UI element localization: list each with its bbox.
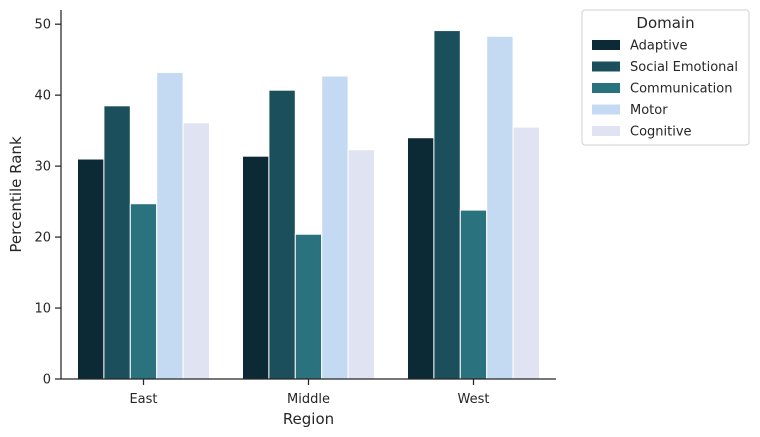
x-tick-label: Middle — [287, 392, 330, 407]
bar-social-emotional-east — [103, 105, 131, 380]
y-ticks: 0 10 20 30 40 50 — [34, 18, 61, 388]
legend-swatch-social-emotional — [592, 61, 620, 72]
y-tick-label: 0 — [43, 373, 51, 388]
bar-cognitive-east — [182, 122, 211, 380]
bar-communication-east — [129, 203, 158, 380]
y-tick-label: 40 — [34, 89, 51, 104]
bar-adaptive-east — [77, 158, 105, 380]
y-tick-label: 10 — [34, 302, 51, 317]
legend-label-adaptive: Adaptive — [630, 39, 688, 54]
y-tick-label: 20 — [34, 231, 51, 246]
bar-cognitive-west — [512, 126, 540, 380]
x-axis-label: Region — [283, 410, 334, 428]
x-tick-label: West — [458, 392, 490, 407]
bar-communication-west — [459, 209, 488, 380]
bar-adaptive-middle — [242, 155, 270, 380]
legend-label-motor: Motor — [630, 103, 668, 118]
legend-frame — [581, 9, 750, 146]
legend-swatch-adaptive — [592, 40, 620, 50]
y-tick-label: 30 — [34, 160, 51, 175]
bar-adaptive-west — [407, 137, 435, 380]
legend-label-cognitive: Cognitive — [630, 125, 692, 140]
legend-label-communication: Communication — [630, 82, 732, 97]
legend-label-social-emotional: Social Emotional — [630, 60, 738, 75]
bar-motor-middle — [321, 75, 349, 380]
bar-cognitive-middle — [347, 149, 376, 380]
x-tick-label: East — [129, 392, 157, 407]
bar-motor-east — [156, 71, 184, 380]
legend-items: Adaptive Social Emotional Communication Mot… — [592, 39, 738, 140]
y-tick-label: 50 — [34, 18, 51, 33]
bar-communication-middle — [294, 233, 323, 380]
bar-motor-west — [486, 35, 514, 380]
bars-group — [77, 30, 540, 380]
bar-social-emotional-middle — [268, 89, 296, 380]
bar-social-emotional-west — [433, 30, 461, 380]
legend-swatch-motor — [592, 104, 620, 115]
legend: Domain Adaptive Social Emotional Communica… — [581, 9, 750, 146]
legend-title: Domain — [636, 14, 694, 32]
y-axis-label: Percentile Rank — [7, 136, 25, 253]
legend-swatch-cognitive — [592, 126, 620, 136]
x-ticks: East Middle West — [129, 379, 489, 407]
legend-swatch-communication — [592, 83, 620, 93]
